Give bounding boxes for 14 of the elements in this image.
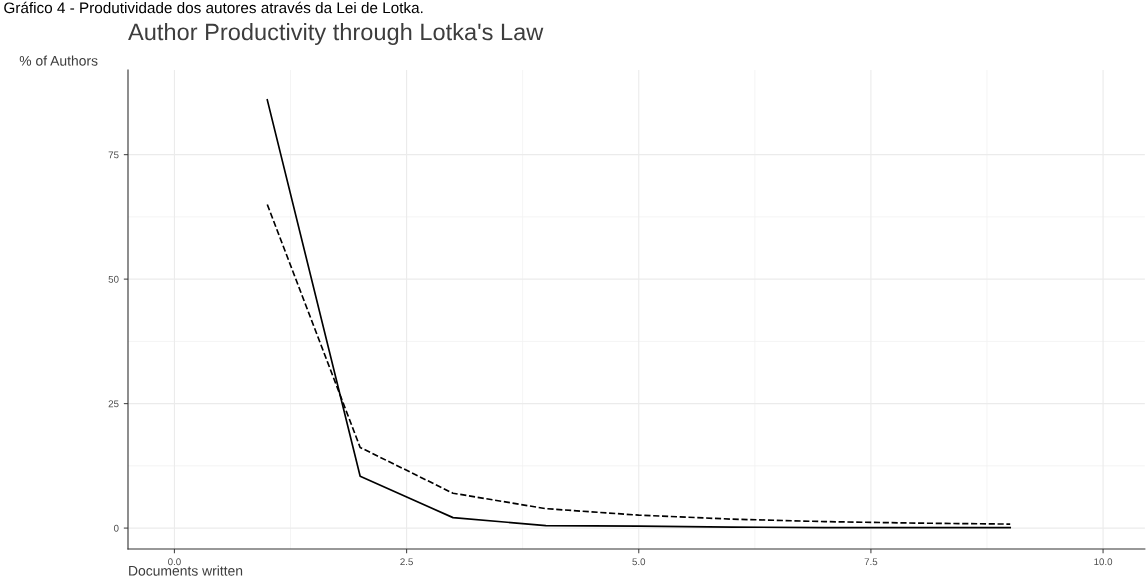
- x-tick-label: 5.0: [632, 558, 646, 566]
- text: Gráfico 4 - Produtividade dos autores através da Lei de Lotka.: [4, 1, 423, 14]
- x-tick-label: 2.5: [400, 558, 413, 566]
- y-tick-label: 25: [108, 400, 119, 408]
- x-tick-label: 0.0: [168, 558, 181, 566]
- y-tick-label: 75: [108, 151, 119, 159]
- x-tick-label: 7.5: [864, 558, 878, 566]
- chart-title: Author Productivity through Lotka's Law: [128, 23, 544, 45]
- x-tick-label: 10.0: [1094, 558, 1113, 566]
- line-series: [266, 99, 1012, 529]
- x-axis-title: Documents written: [129, 565, 243, 576]
- y-axis-title: % of Authors: [19, 55, 98, 66]
- y-tick-label: 0: [113, 524, 119, 532]
- y-tick-label: 50: [108, 275, 119, 283]
